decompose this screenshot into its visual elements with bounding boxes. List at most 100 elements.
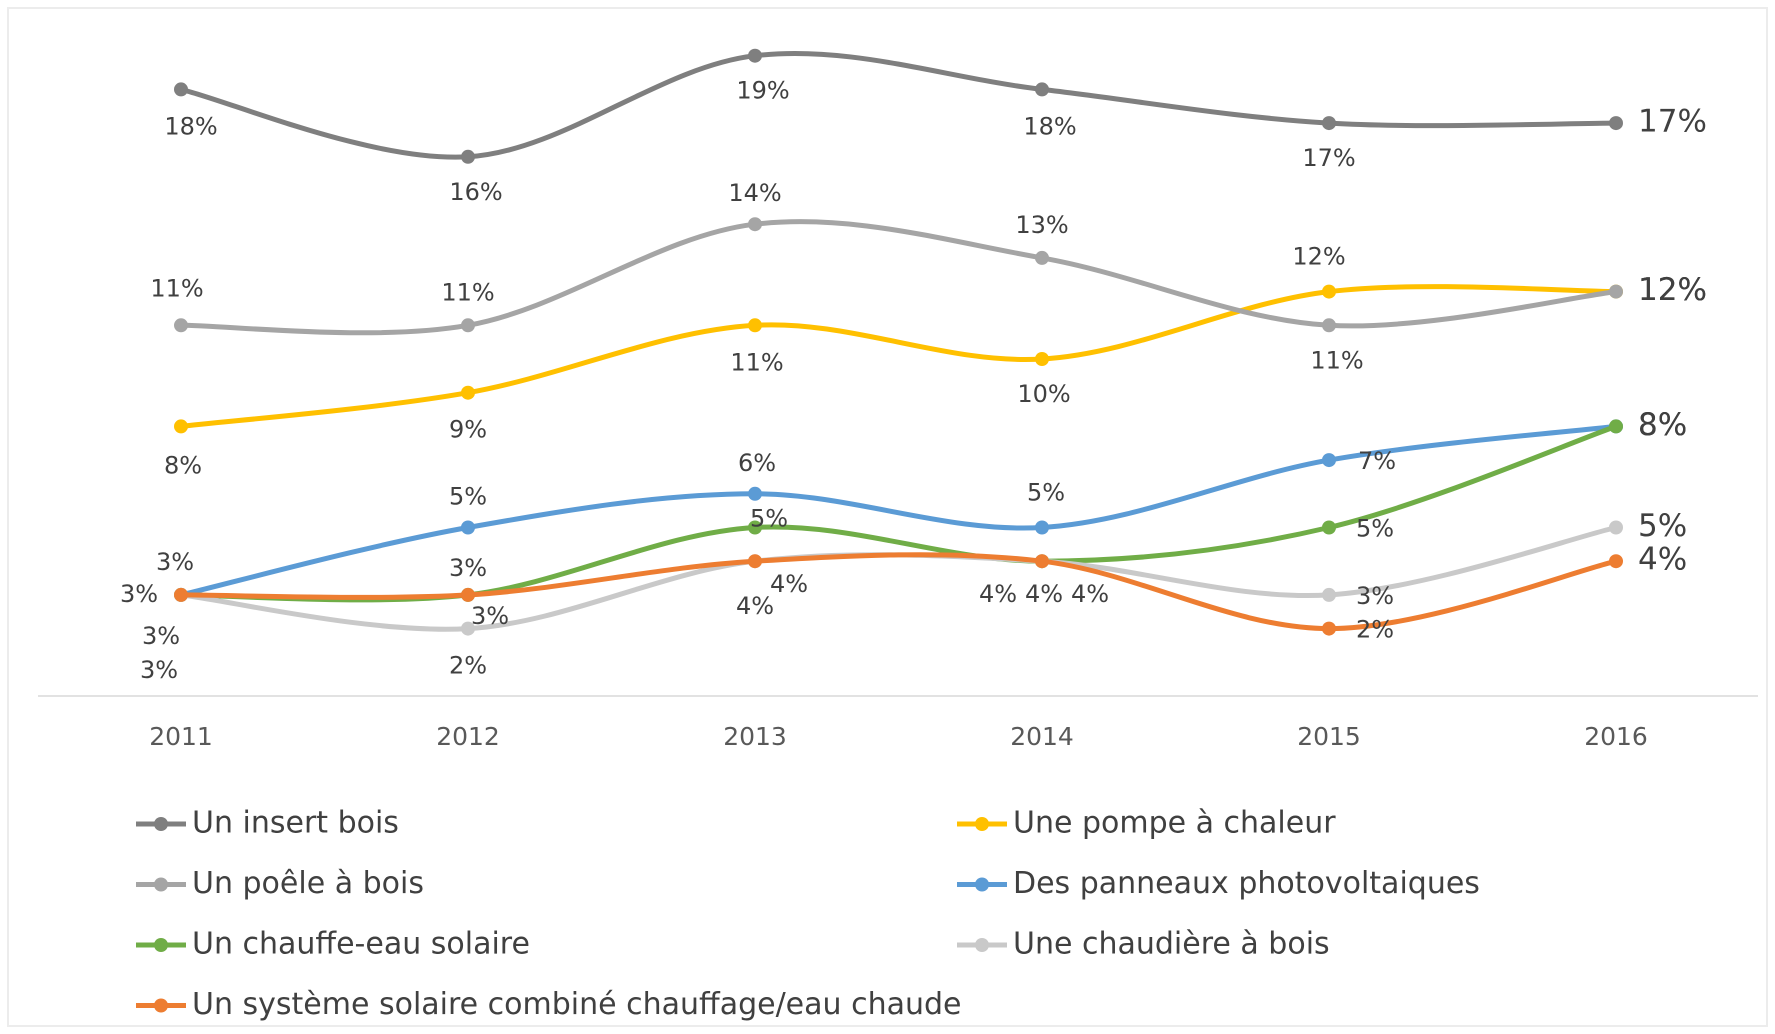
data-label: 4% bbox=[770, 570, 808, 598]
data-point bbox=[461, 385, 475, 400]
x-tick-label: 2012 bbox=[436, 722, 500, 751]
data-point bbox=[1035, 520, 1049, 535]
data-label: 11% bbox=[1310, 346, 1363, 374]
data-label: 4% bbox=[979, 580, 1017, 608]
data-label: 4% bbox=[1638, 542, 1687, 578]
data-label: 5% bbox=[1027, 479, 1065, 507]
data-point bbox=[748, 520, 762, 535]
data-point bbox=[1609, 554, 1623, 569]
data-point bbox=[461, 520, 475, 535]
legend-label: Un chauffe-eau solaire bbox=[192, 927, 530, 962]
legend-label: Un insert bois bbox=[192, 806, 399, 841]
legend-label: Un poêle à bois bbox=[192, 866, 424, 901]
data-label: 18% bbox=[164, 112, 217, 140]
data-label: 5% bbox=[750, 505, 788, 533]
legend-swatch-dot bbox=[154, 938, 168, 952]
data-point bbox=[461, 621, 475, 636]
x-tick-label: 2013 bbox=[723, 722, 787, 751]
legend-label: Un système solaire combiné chauffage/eau… bbox=[192, 987, 961, 1022]
legend-swatch-dot bbox=[154, 877, 168, 892]
data-label: 13% bbox=[1015, 211, 1068, 239]
x-tick-label: 2014 bbox=[1010, 722, 1074, 751]
data-label: 10% bbox=[1017, 380, 1070, 408]
data-label: 5% bbox=[449, 483, 487, 511]
chart-frame bbox=[7, 7, 1768, 1027]
x-tick-label: 2016 bbox=[1584, 722, 1648, 751]
data-label: 3% bbox=[140, 656, 178, 684]
data-label: 7% bbox=[1358, 447, 1396, 475]
legend-swatch-dot bbox=[975, 877, 989, 892]
data-point bbox=[1322, 587, 1336, 602]
series-line bbox=[178, 552, 1619, 632]
data-point bbox=[1609, 284, 1623, 299]
data-label: 11% bbox=[730, 348, 783, 376]
data-point bbox=[1609, 116, 1623, 131]
legend-swatch-dot bbox=[975, 938, 989, 952]
data-label: 17% bbox=[1302, 144, 1355, 172]
data-label: 9% bbox=[449, 416, 487, 444]
data-label: 14% bbox=[728, 179, 781, 207]
data-point bbox=[1322, 520, 1336, 535]
data-label: 18% bbox=[1023, 112, 1076, 140]
legend-swatch-dot bbox=[975, 817, 989, 831]
data-label: 16% bbox=[449, 178, 502, 206]
data-label: 12% bbox=[1638, 272, 1707, 308]
x-tick-label: 2015 bbox=[1297, 722, 1361, 751]
data-point bbox=[1609, 520, 1623, 535]
data-label: 3% bbox=[471, 602, 509, 630]
data-label: 4% bbox=[736, 592, 774, 620]
series-line bbox=[178, 219, 1619, 336]
data-point bbox=[461, 587, 475, 602]
legend-label: Une chaudière à bois bbox=[1013, 927, 1330, 962]
data-label: 3% bbox=[1356, 582, 1394, 610]
data-point bbox=[174, 419, 188, 434]
legend-label: Des panneaux photovoltaiques bbox=[1013, 866, 1480, 901]
data-point bbox=[748, 217, 762, 232]
legend-label: Une pompe à chaleur bbox=[1013, 806, 1336, 841]
data-label: 19% bbox=[736, 77, 789, 105]
data-label: 4% bbox=[1025, 580, 1063, 608]
data-label: 8% bbox=[1638, 407, 1687, 443]
data-point bbox=[1322, 318, 1336, 333]
data-label: 8% bbox=[164, 451, 202, 479]
data-label: 2% bbox=[1356, 616, 1394, 644]
data-point bbox=[461, 318, 475, 333]
data-point bbox=[1035, 554, 1049, 569]
data-point bbox=[1035, 250, 1049, 265]
data-point bbox=[1609, 419, 1623, 434]
data-point bbox=[748, 318, 762, 333]
data-point bbox=[748, 486, 762, 501]
data-label: 5% bbox=[1638, 508, 1687, 544]
data-label: 3% bbox=[120, 580, 158, 608]
data-label: 12% bbox=[1292, 243, 1345, 271]
data-point bbox=[748, 48, 762, 63]
legend-swatch-dot bbox=[154, 817, 168, 831]
data-point bbox=[1035, 82, 1049, 97]
data-label: 17% bbox=[1638, 104, 1707, 140]
data-label: 8% bbox=[1638, 407, 1687, 443]
data-label: 2% bbox=[449, 652, 487, 680]
series-line bbox=[178, 284, 1619, 429]
data-label: 12% bbox=[1638, 272, 1707, 308]
data-point bbox=[1322, 621, 1336, 636]
data-label: 3% bbox=[156, 548, 194, 576]
data-label: 6% bbox=[738, 449, 776, 477]
x-tick-label: 2011 bbox=[149, 722, 213, 751]
data-point bbox=[461, 149, 475, 164]
data-label: 5% bbox=[1356, 515, 1394, 543]
data-label: 3% bbox=[449, 554, 487, 582]
data-point bbox=[174, 318, 188, 333]
series-line bbox=[178, 423, 1619, 598]
data-label: 11% bbox=[150, 274, 203, 302]
data-label: 3% bbox=[142, 622, 180, 650]
data-point bbox=[748, 554, 762, 569]
data-point bbox=[174, 587, 188, 602]
legend-swatch-dot bbox=[154, 998, 168, 1013]
data-point bbox=[1322, 284, 1336, 299]
data-label: 4% bbox=[1071, 580, 1109, 608]
data-point bbox=[1322, 116, 1336, 131]
data-point bbox=[1035, 352, 1049, 366]
data-label: 11% bbox=[441, 278, 494, 306]
data-point bbox=[1322, 453, 1336, 468]
series-line bbox=[178, 51, 1619, 160]
